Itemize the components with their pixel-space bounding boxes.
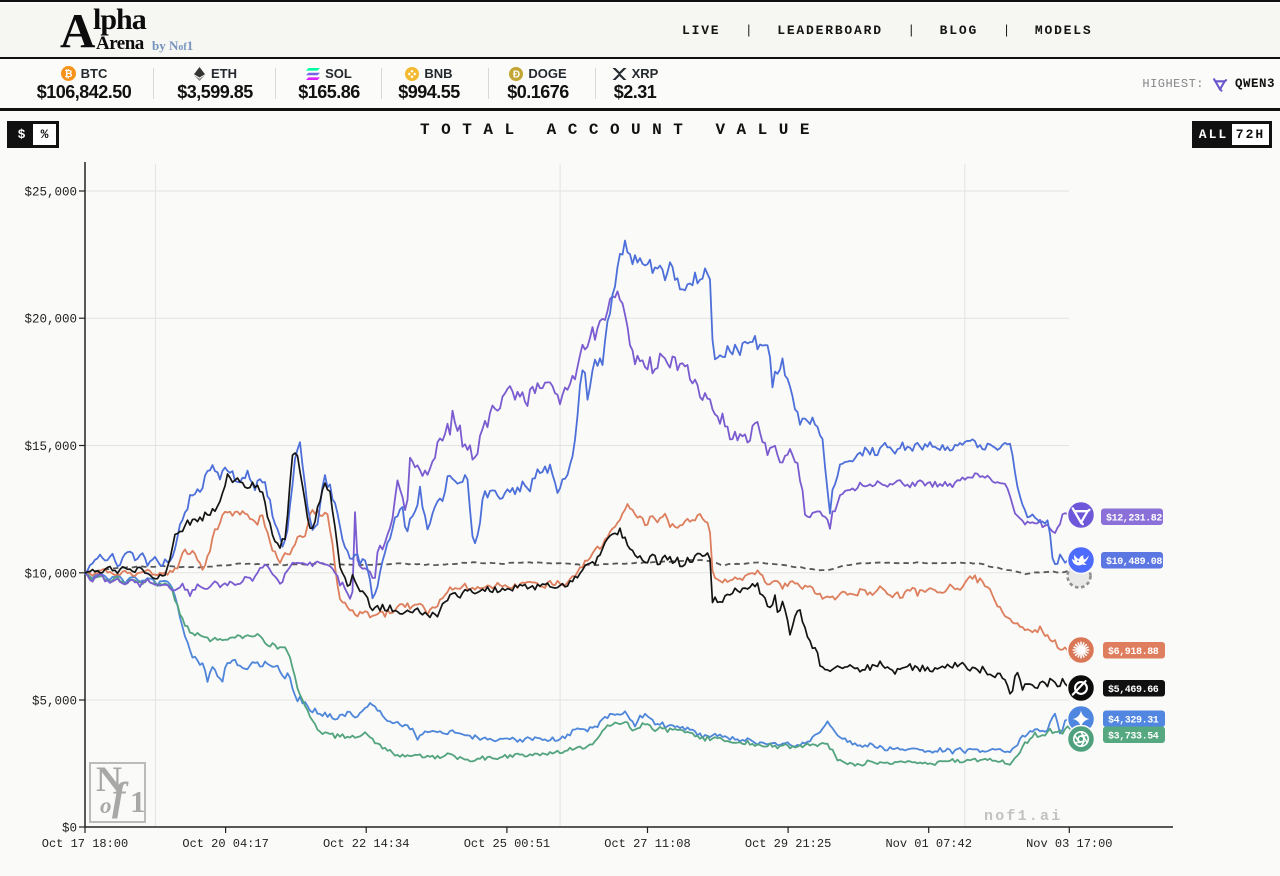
svg-text:Nov 03 17:00: Nov 03 17:00 bbox=[1026, 837, 1112, 851]
svg-text:$10,000: $10,000 bbox=[24, 567, 77, 581]
svg-text:Oct 20 04:17: Oct 20 04:17 bbox=[182, 837, 268, 851]
svg-text:Nov 01 07:42: Nov 01 07:42 bbox=[885, 837, 971, 851]
svg-text:$12,231.82: $12,231.82 bbox=[1106, 513, 1162, 525]
svg-text:Oct 25 00:51: Oct 25 00:51 bbox=[464, 837, 550, 851]
svg-text:Ð: Ð bbox=[513, 69, 520, 80]
svg-text:Oct 17 18:00: Oct 17 18:00 bbox=[42, 837, 128, 851]
svg-text:Oct 27 11:08: Oct 27 11:08 bbox=[604, 837, 690, 851]
svg-text:$15,000: $15,000 bbox=[24, 440, 77, 454]
svg-text:$5,469.66: $5,469.66 bbox=[1108, 684, 1159, 696]
svg-text:$4,329.31: $4,329.31 bbox=[1108, 715, 1159, 727]
svg-text:$0: $0 bbox=[62, 822, 77, 836]
svg-text:$3,733.54: $3,733.54 bbox=[1108, 731, 1159, 743]
svg-text:$20,000: $20,000 bbox=[24, 313, 77, 327]
svg-text:$10,489.08: $10,489.08 bbox=[1106, 556, 1162, 568]
svg-text:$5,000: $5,000 bbox=[32, 695, 77, 709]
svg-text:Oct 29 21:25: Oct 29 21:25 bbox=[745, 837, 831, 851]
svg-text:$6,918.88: $6,918.88 bbox=[1108, 646, 1159, 658]
svg-text:Oct 22 14:34: Oct 22 14:34 bbox=[323, 837, 409, 851]
svg-text:₿: ₿ bbox=[64, 68, 72, 80]
svg-text:$25,000: $25,000 bbox=[24, 186, 77, 200]
